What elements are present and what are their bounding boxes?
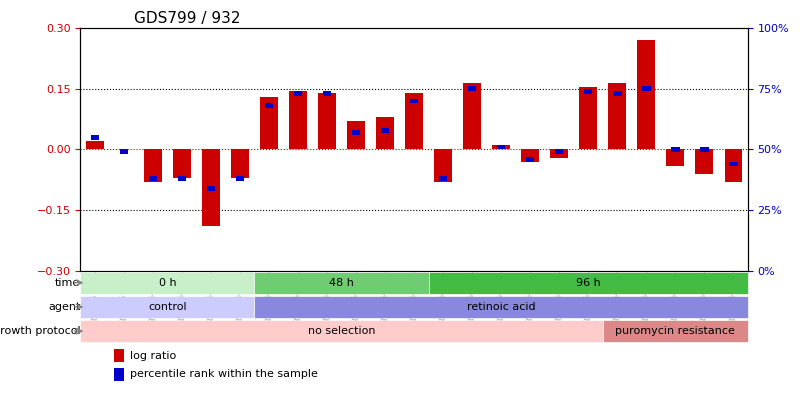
Text: agent: agent <box>48 302 80 312</box>
Bar <box>637 40 654 149</box>
Text: 0 h: 0 h <box>158 278 176 288</box>
Bar <box>550 149 567 158</box>
Bar <box>149 176 157 181</box>
Bar <box>144 149 161 182</box>
Bar <box>381 128 389 132</box>
Text: 96 h: 96 h <box>575 278 600 288</box>
Bar <box>177 176 186 181</box>
Bar <box>322 91 331 96</box>
Bar <box>467 87 476 91</box>
Bar <box>206 186 215 191</box>
Bar <box>293 91 302 96</box>
Bar <box>579 87 596 149</box>
Bar <box>86 141 104 149</box>
Bar <box>255 272 428 294</box>
Bar <box>255 296 747 318</box>
Bar <box>666 149 683 166</box>
Bar <box>463 83 480 149</box>
Text: control: control <box>148 302 186 312</box>
Bar <box>80 320 602 342</box>
Bar <box>428 272 747 294</box>
Bar <box>289 91 306 149</box>
Text: no selection: no selection <box>308 326 375 336</box>
Bar <box>724 149 741 182</box>
Bar <box>347 121 365 149</box>
Bar <box>670 147 679 152</box>
Bar <box>521 149 538 162</box>
Bar <box>114 368 124 381</box>
Bar <box>114 350 124 362</box>
Bar <box>438 176 447 181</box>
Text: time: time <box>55 278 80 288</box>
Bar <box>91 135 99 140</box>
Bar <box>434 149 451 182</box>
Bar <box>608 83 625 149</box>
Bar <box>554 149 563 154</box>
Bar <box>583 89 592 94</box>
Text: log ratio: log ratio <box>130 351 177 361</box>
Bar <box>612 91 621 96</box>
Bar <box>405 93 422 149</box>
Text: growth protocol: growth protocol <box>0 326 80 336</box>
Bar <box>202 149 219 226</box>
Text: retinoic acid: retinoic acid <box>467 302 535 312</box>
Bar <box>376 117 393 149</box>
Text: percentile rank within the sample: percentile rank within the sample <box>130 369 318 379</box>
Bar <box>410 98 418 103</box>
Bar <box>231 149 248 178</box>
Bar <box>491 145 509 149</box>
Bar <box>525 157 534 162</box>
Bar <box>351 130 360 135</box>
Bar <box>602 320 747 342</box>
Bar <box>699 147 707 152</box>
Bar <box>260 97 277 149</box>
Bar <box>641 87 650 91</box>
Bar <box>120 149 128 154</box>
Bar <box>80 296 255 318</box>
Bar <box>264 103 273 108</box>
Text: puromycin resistance: puromycin resistance <box>614 326 734 336</box>
Text: 48 h: 48 h <box>328 278 353 288</box>
Text: GDS799 / 932: GDS799 / 932 <box>133 11 240 26</box>
Bar <box>695 149 712 174</box>
Bar <box>235 176 244 181</box>
Bar <box>496 145 505 149</box>
Bar <box>173 149 190 178</box>
Bar <box>80 272 255 294</box>
Bar <box>318 93 336 149</box>
Bar <box>728 162 736 166</box>
